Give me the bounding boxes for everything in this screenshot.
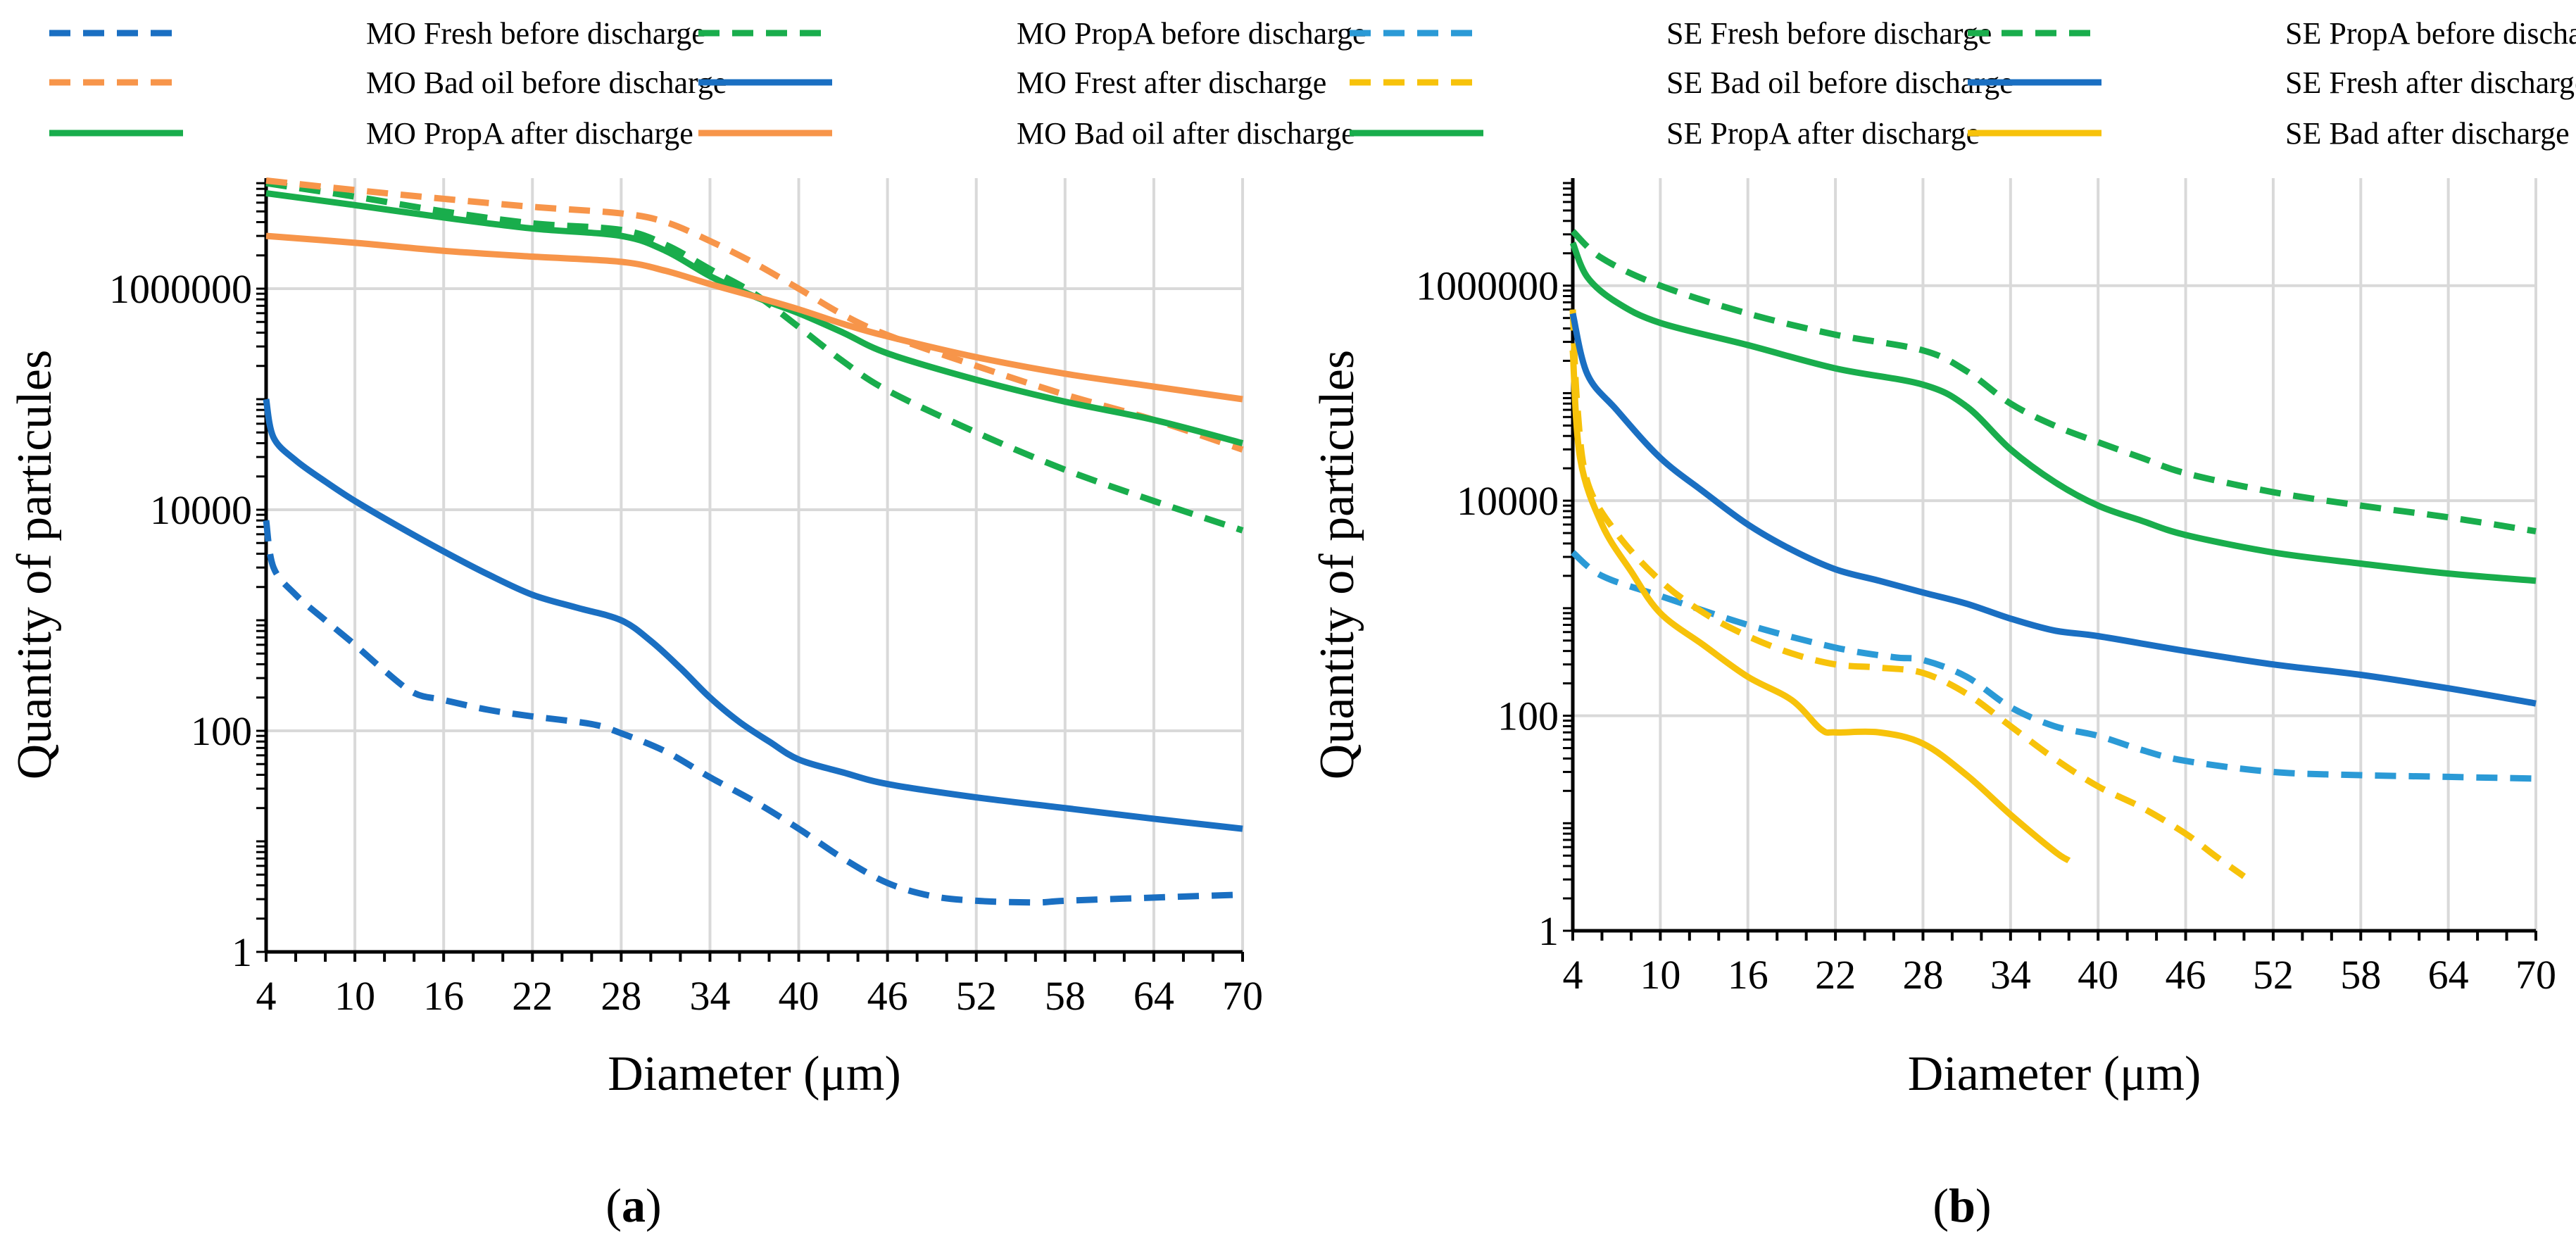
axis-ticks — [256, 182, 1244, 962]
legend-label: MO Fresh before discharge — [366, 16, 705, 51]
x-axis-title: Diameter (μm) — [608, 1047, 901, 1101]
y-axis-title: Quantity of particules — [1310, 350, 1364, 779]
legend-label: SE Bad oil before discharge — [1666, 65, 2013, 100]
series-line-b-1 — [1570, 229, 2537, 534]
panel-label: (b) — [1933, 1179, 1991, 1232]
x-tick-label: 52 — [956, 973, 997, 1019]
legend-label: SE PropA before discharge — [2285, 16, 2576, 51]
y-tick-label: 100 — [191, 708, 252, 754]
legend-label: SE Bad after discharge — [2285, 116, 2570, 151]
series-line-a-3 — [263, 398, 1243, 832]
x-tick-label: 46 — [2166, 952, 2206, 998]
x-tick-label: 10 — [334, 973, 375, 1019]
legend-label: SE Fresh before discharge — [1666, 16, 1992, 51]
y-tick-label: 100 — [1497, 693, 1559, 739]
legend-label: MO PropA after discharge — [366, 116, 693, 151]
x-tick-label: 52 — [2253, 952, 2294, 998]
x-tick-label: 4 — [1563, 952, 1583, 998]
chart-panel-b: 4 10 16 22 28 34 40 46 52 58 64 70 1 100 10000 1000000 D… — [1310, 16, 2576, 1232]
series-line-b-2 — [1569, 309, 2247, 879]
gridlines — [1573, 178, 2537, 931]
series-line-a-5 — [265, 232, 1243, 403]
y-tick-label: 1000000 — [1416, 263, 1559, 309]
series-line-b-3 — [1569, 313, 2537, 707]
x-tick-label: 28 — [1902, 952, 1943, 998]
x-axis-title: Diameter (μm) — [1908, 1047, 2201, 1101]
x-tick-label: 16 — [423, 973, 464, 1019]
series-line-b-4 — [1569, 241, 2537, 584]
x-tick-label: 64 — [1133, 973, 1174, 1019]
series-line-b-0 — [1571, 550, 2537, 782]
series-line-a-2 — [265, 177, 1244, 453]
y-tick-label: 10000 — [1457, 478, 1559, 524]
x-tick-label: 4 — [256, 973, 277, 1019]
series-lines — [263, 177, 1244, 906]
chart-panel-a: 4 10 16 22 28 34 40 46 52 58 64 70 1 100 10000 1000000 D… — [8, 16, 1366, 1232]
series-line-a-4 — [265, 189, 1244, 446]
legend-label: MO Frest after discharge — [1017, 65, 1326, 100]
panel-label: (a) — [605, 1179, 661, 1232]
legend: MO Fresh before discharge MO PropA before… — [49, 16, 1366, 151]
x-tick-label: 10 — [1640, 952, 1680, 998]
x-tick-label: 22 — [1815, 952, 1856, 998]
x-tick-label: 58 — [2340, 952, 2381, 998]
legend-label: MO PropA before discharge — [1017, 16, 1366, 51]
x-tick-label: 22 — [512, 973, 553, 1019]
legend-label: MO Bad oil before discharge — [366, 65, 727, 100]
series-line-b-5 — [1569, 350, 2071, 864]
x-tick-label: 28 — [601, 973, 641, 1019]
x-tick-label: 64 — [2428, 952, 2469, 998]
series-line-a-1 — [265, 180, 1244, 534]
y-tick-label: 1 — [232, 929, 252, 975]
legend-label: SE Fresh after discharge — [2285, 65, 2576, 100]
x-tick-label: 34 — [1990, 952, 2031, 998]
x-tick-label: 34 — [689, 973, 730, 1019]
series-lines — [1569, 229, 2537, 879]
x-tick-label: 40 — [2078, 952, 2118, 998]
y-tick-label: 1000000 — [109, 266, 252, 312]
legend-label: SE PropA after discharge — [1666, 116, 1980, 151]
y-tick-label: 10000 — [150, 487, 252, 533]
x-tick-label: 70 — [2515, 952, 2556, 998]
x-tick-label: 16 — [1728, 952, 1768, 998]
y-axis-title: Quantity of particules — [8, 350, 62, 779]
x-tick-label: 58 — [1045, 973, 1086, 1019]
x-tick-label: 46 — [867, 973, 908, 1019]
x-tick-label: 40 — [779, 973, 819, 1019]
x-tick-label: 70 — [1222, 973, 1263, 1019]
series-line-a-0 — [263, 520, 1243, 906]
y-tick-label: 1 — [1538, 908, 1559, 954]
axis-ticks — [1563, 182, 2537, 941]
legend-label: MO Bad oil after discharge — [1017, 116, 1355, 151]
legend: SE Fresh before discharge SE PropA before… — [1350, 16, 2576, 151]
